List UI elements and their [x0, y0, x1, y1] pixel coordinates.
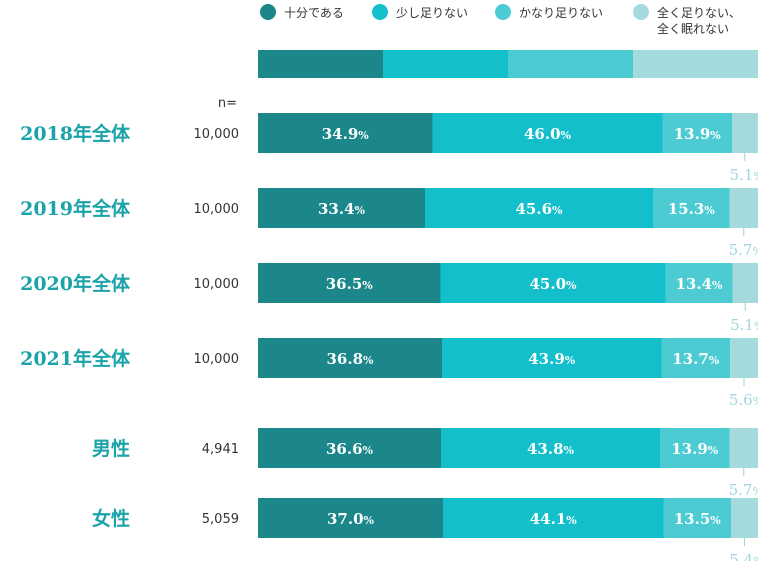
row-n-3: 10,000 [194, 277, 240, 292]
row-label-6: 女性 [92, 507, 130, 530]
data-label-6-2: 44.1% [530, 510, 578, 528]
row-label-3: 2020年全体 [20, 272, 131, 295]
legend-swatch-4 [633, 4, 649, 20]
bar-segment-5-4 [729, 428, 758, 468]
bar-segment-2-2 [425, 188, 654, 228]
data-label-3-4: 5.1% [730, 316, 758, 334]
bar-segment-5-2 [441, 428, 661, 468]
data-label-6-3: 13.5% [674, 510, 722, 528]
data-label-1-3: 13.9% [674, 125, 722, 143]
data-label-1-1: 34.9% [322, 125, 370, 143]
row-label-1: 2018年全体 [20, 122, 131, 145]
data-label-5-1: 36.6% [326, 440, 374, 458]
row-n-2: 10,000 [194, 202, 240, 217]
legend-swatch-3 [495, 4, 511, 20]
row-label-4: 2021年全体 [20, 347, 131, 370]
data-label-5-4: 5.7% [729, 481, 758, 499]
data-label-3-2: 45.0% [530, 275, 578, 293]
legend-sample-bar-segment-2 [383, 50, 509, 78]
legend-label-1: 十分である [284, 6, 344, 20]
row-n-1: 10,000 [194, 127, 240, 142]
legend-label-2: 少し足りない [396, 6, 468, 20]
bar-segment-6-2 [443, 498, 664, 538]
bar-segment-3-4 [732, 263, 758, 303]
data-label-2-2: 45.6% [516, 200, 564, 218]
bar-segment-6-1 [258, 498, 444, 538]
data-label-3-1: 36.5% [326, 275, 374, 293]
data-label-5-2: 43.8% [527, 440, 575, 458]
bar-segment-6-3 [663, 498, 732, 538]
legend-sample-bar-segment-3 [508, 50, 634, 78]
data-label-1-4: 5.1% [730, 166, 758, 184]
legend-swatch-1 [260, 4, 276, 20]
data-label-6-4: 5.4% [729, 551, 758, 561]
bar-segment-3-3 [665, 263, 733, 303]
legend-sample-bar-segment-4 [633, 50, 758, 78]
bar-segment-5-1 [258, 428, 442, 468]
data-label-4-1: 36.8% [327, 350, 375, 368]
bar-segment-4-3 [661, 338, 731, 378]
legend-label-3: かなり足りない [519, 6, 603, 20]
row-n-5: 4,941 [202, 442, 239, 457]
bar-segment-4-4 [730, 338, 758, 378]
bar-segment-3-1 [258, 263, 441, 303]
bar-segment-2-1 [258, 188, 426, 228]
data-label-6-1: 37.0% [327, 510, 375, 528]
legend-label-4-line-2: 全く眠れない [657, 21, 729, 36]
bar-segment-4-2 [442, 338, 662, 378]
data-label-1-2: 46.0% [524, 125, 572, 143]
bar-segment-3-2 [440, 263, 666, 303]
legend-swatch-2 [372, 4, 388, 20]
n-header: n= [218, 96, 237, 111]
row-n-4: 10,000 [194, 352, 240, 367]
row-label-5: 男性 [92, 437, 130, 460]
data-label-2-4: 5.7% [729, 241, 758, 259]
bar-segment-1-4 [732, 113, 758, 153]
bar-segment-1-2 [432, 113, 663, 153]
row-n-6: 5,059 [202, 512, 239, 527]
legend-label-4-line-1: 全く足りない、 [657, 5, 741, 20]
bar-segment-2-3 [653, 188, 730, 228]
bar-segment-1-1 [258, 113, 433, 153]
data-label-4-3: 13.7% [672, 350, 720, 368]
data-label-4-2: 43.9% [528, 350, 576, 368]
data-label-2-3: 15.3% [668, 200, 716, 218]
bar-segment-1-3 [662, 113, 733, 153]
data-label-3-3: 13.4% [676, 275, 724, 293]
legend-sample-bar-segment-1 [258, 50, 384, 78]
data-label-2-1: 33.4% [318, 200, 366, 218]
data-label-5-3: 13.9% [671, 440, 719, 458]
bar-segment-4-1 [258, 338, 443, 378]
data-label-4-4: 5.6% [729, 391, 758, 409]
row-label-2: 2019年全体 [20, 197, 131, 220]
bar-segment-5-3 [660, 428, 730, 468]
bar-segment-2-4 [729, 188, 758, 228]
bar-segment-6-4 [731, 498, 758, 538]
